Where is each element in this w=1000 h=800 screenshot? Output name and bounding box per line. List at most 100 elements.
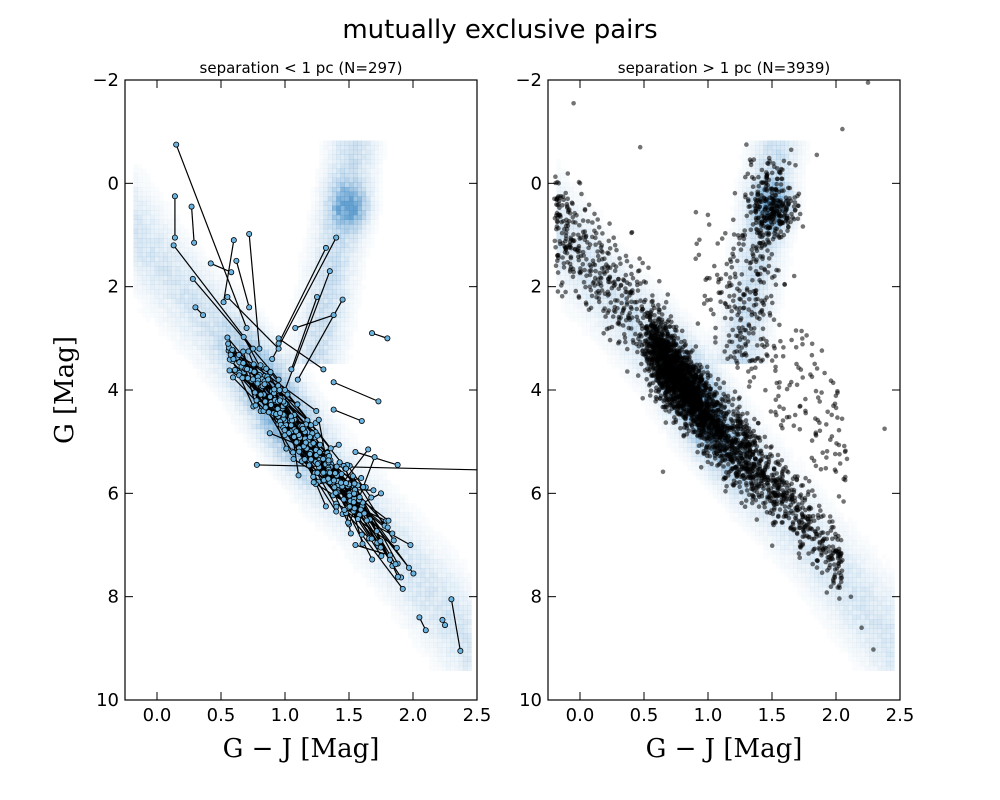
- density-cell: [310, 228, 316, 234]
- pair-star-point: [349, 473, 356, 480]
- density-cell: [417, 512, 422, 517]
- density-cell: [319, 252, 324, 258]
- density-cell: [708, 475, 714, 481]
- density-cell: [196, 312, 202, 318]
- density-cell: [417, 638, 422, 643]
- pair-star-point: [448, 596, 455, 603]
- density-cell: [560, 275, 566, 281]
- density-cell: [196, 261, 202, 267]
- density-cell: [438, 531, 443, 536]
- density-cell: [319, 200, 324, 206]
- density-cell: [260, 424, 265, 430]
- pair-star-point: [327, 445, 334, 452]
- density-cell: [671, 447, 676, 452]
- density-cell: [569, 308, 574, 313]
- density-cell: [209, 382, 215, 388]
- density-cell: [666, 326, 671, 332]
- density-cell: [374, 229, 379, 234]
- density-cell: [289, 461, 295, 467]
- density-cell: [150, 313, 155, 318]
- density-cell: [454, 591, 460, 597]
- density-cell: [243, 340, 248, 346]
- density-cell: [298, 359, 303, 365]
- density-cell: [268, 452, 274, 458]
- density-cell: [176, 224, 181, 229]
- density-cell: [163, 247, 168, 253]
- density-cell: [700, 349, 705, 355]
- density-cell: [205, 312, 210, 318]
- density-cell: [467, 586, 472, 592]
- panel-left-title: separation < 1 pc (N=297): [200, 59, 403, 77]
- density-cell: [395, 577, 400, 583]
- density-cell: [158, 214, 164, 220]
- density-cell: [336, 359, 341, 365]
- density-cell: [158, 298, 164, 304]
- density-cell: [353, 224, 358, 230]
- density-cell: [336, 275, 341, 281]
- density-cell: [424, 619, 430, 625]
- density-cell: [374, 149, 379, 155]
- density-cell: [213, 307, 219, 313]
- density-cell: [323, 252, 329, 258]
- density-cell: [437, 563, 443, 569]
- density-cell: [602, 317, 608, 323]
- density-cell: [146, 214, 151, 220]
- density-cell: [577, 261, 583, 267]
- density-cell: [323, 191, 329, 197]
- pair-star-point: [207, 260, 214, 267]
- density-cell: [687, 442, 693, 448]
- density-cell: [315, 275, 320, 281]
- density-cell: [154, 200, 160, 206]
- density-cell: [260, 326, 265, 332]
- density-cell: [420, 582, 426, 588]
- density-cell: [336, 298, 341, 304]
- density-cell: [184, 350, 189, 355]
- density-cell: [176, 215, 181, 220]
- density-cell: [437, 605, 443, 611]
- density-cell: [175, 280, 181, 286]
- pair-star-point: [325, 475, 332, 482]
- density-cell: [163, 201, 168, 206]
- density-cell: [340, 177, 346, 183]
- density-cell: [615, 303, 621, 309]
- density-cell: [298, 293, 303, 299]
- density-cell: [319, 141, 324, 146]
- density-cell: [602, 238, 608, 244]
- density-cell: [348, 275, 354, 281]
- density-cell: [712, 386, 718, 392]
- density-cell: [370, 238, 375, 243]
- density-cell: [281, 485, 286, 490]
- density-cell: [188, 293, 194, 299]
- density-cell: [234, 340, 240, 346]
- density-cell: [602, 340, 608, 346]
- density-cell: [365, 479, 371, 485]
- pair-line: [346, 464, 372, 498]
- density-cell: [378, 558, 384, 564]
- density-cell: [708, 465, 714, 471]
- density-cell: [307, 368, 312, 373]
- density-cell: [277, 470, 282, 476]
- density-cell: [709, 489, 714, 494]
- density-cell: [255, 368, 261, 374]
- density-cell: [306, 293, 312, 299]
- density-cell: [289, 372, 295, 378]
- density-cell: [277, 368, 282, 374]
- density-cell: [653, 382, 659, 388]
- density-cell: [158, 312, 164, 318]
- density-cell: [424, 605, 430, 611]
- density-cell: [357, 461, 362, 467]
- density-cell: [666, 312, 671, 318]
- density-cell: [429, 661, 434, 666]
- density-cell: [556, 228, 562, 234]
- density-cell: [137, 289, 143, 295]
- density-cell: [310, 256, 316, 262]
- density-cell: [424, 591, 430, 597]
- density-cell: [670, 317, 676, 323]
- density-cell: [171, 307, 177, 313]
- density-cell: [577, 210, 583, 216]
- density-cell: [594, 224, 600, 230]
- density-cell: [133, 289, 139, 295]
- density-cell: [619, 289, 625, 295]
- density-cell: [395, 586, 400, 592]
- density-cell: [586, 270, 591, 276]
